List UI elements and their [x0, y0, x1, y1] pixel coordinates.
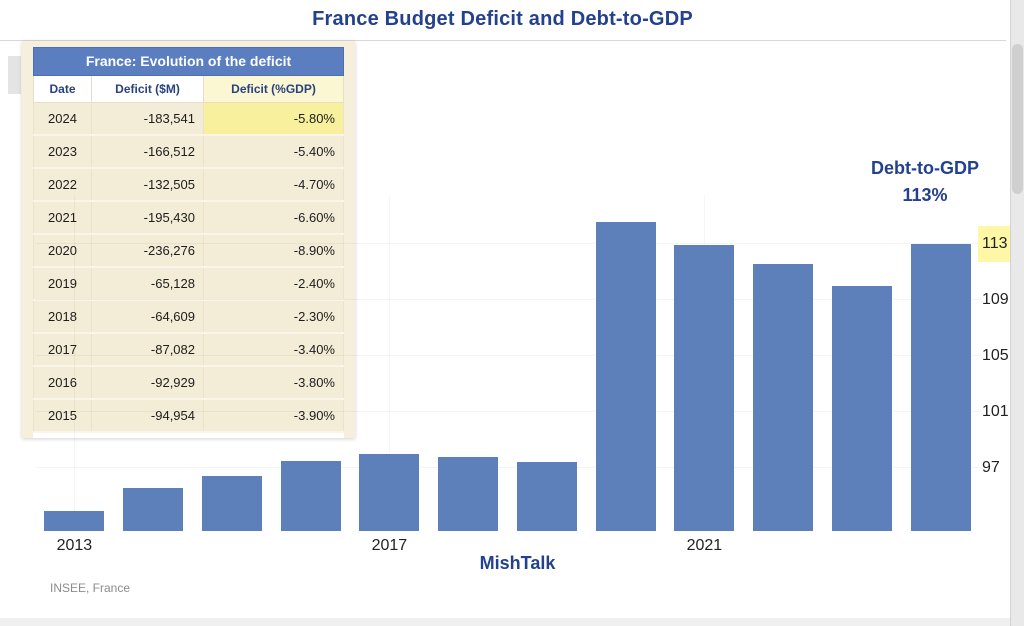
table-cell: 2015: [33, 399, 92, 433]
gridline: [74, 195, 76, 531]
table-row-2017: 2017 -87,082 -3.40%: [33, 333, 344, 367]
gridline: [389, 195, 391, 531]
bar-2019[interactable]: [516, 462, 577, 531]
y-tick-109: 109: [982, 291, 1009, 308]
y-tick-101: 101: [982, 403, 1009, 420]
gridline: [35, 299, 980, 300]
table-cell: 2018: [33, 300, 92, 334]
gridline: [35, 467, 980, 468]
gridline: [35, 243, 980, 244]
table-cell: -2.30%: [203, 300, 344, 334]
table-cell: 2019: [33, 267, 92, 301]
source-credit: INSEE, France: [50, 581, 131, 595]
table-cell: -195,430: [91, 201, 204, 235]
bar-2023[interactable]: [831, 286, 892, 531]
deficit-table-panel: France: Evolution of the deficit Date Def…: [22, 41, 355, 438]
table-row-2022: 2022 -132,505 -4.70%: [33, 168, 344, 202]
table-cell: -3.90%: [203, 399, 344, 433]
window-fragment: [8, 56, 21, 94]
table-cell: -3.40%: [203, 333, 344, 367]
bar-2016[interactable]: [280, 461, 341, 531]
column-header-1: Deficit ($M): [91, 76, 204, 103]
bar-2015[interactable]: [201, 476, 262, 531]
bar-2020[interactable]: [595, 221, 656, 531]
table-cell: -65,128: [91, 267, 204, 301]
table-cell: -92,929: [91, 366, 204, 400]
gridline: [35, 355, 980, 356]
table-cell: -94,954: [91, 399, 204, 433]
table-cell: -4.70%: [203, 168, 344, 202]
bar-2022[interactable]: [753, 263, 814, 531]
debt-annotation-value: 113%: [902, 185, 948, 205]
table-cell: -3.80%: [203, 366, 344, 400]
bar-2013[interactable]: [44, 511, 105, 531]
bar-2014[interactable]: [123, 487, 184, 531]
bar-2018[interactable]: [438, 456, 499, 531]
table-cell: -132,505: [91, 168, 204, 202]
table-cell: 2022: [33, 168, 92, 202]
column-header-2: Deficit (%GDP): [203, 76, 344, 103]
vertical-scrollbar[interactable]: [1010, 0, 1024, 626]
table-cell: -5.80%: [203, 102, 344, 136]
table-partial-row: [33, 433, 344, 438]
table-row-2019: 2019 -65,128 -2.40%: [33, 267, 344, 301]
x-tick-2017: 2017: [371, 537, 408, 554]
table-cell: -5.40%: [203, 135, 344, 169]
table-row-2021: 2021 -195,430 -6.60%: [33, 201, 344, 235]
table-cell: -166,512: [91, 135, 204, 169]
table-cell: 2016: [33, 366, 92, 400]
vertical-scrollbar-thumb[interactable]: [1012, 44, 1023, 194]
y-tick-105: 105: [982, 347, 1009, 364]
bar-2017[interactable]: [359, 454, 420, 531]
table-cell: 2024: [33, 102, 92, 136]
horizontal-scrollbar[interactable]: [0, 618, 1010, 626]
column-header-0: Date: [33, 76, 92, 103]
table-cell: -236,276: [91, 234, 204, 268]
table-title: France: Evolution of the deficit: [33, 47, 344, 76]
table-header-row: Date Deficit ($M) Deficit (%GDP): [33, 76, 344, 103]
table-row-2024: 2024 -183,541 -5.80%: [33, 102, 344, 136]
debt-annotation-label: Debt-to-GDP: [871, 158, 979, 178]
table-row-2016: 2016 -92,929 -3.80%: [33, 366, 344, 400]
page-title: France Budget Deficit and Debt-to-GDP: [312, 8, 693, 30]
table-cell: -2.40%: [203, 267, 344, 301]
bar-2021[interactable]: [674, 245, 735, 531]
deficit-table-body: 2024 -183,541 -5.80% 2023 -166,512 -5.40% 2022…: [33, 102, 344, 433]
table-row-2015: 2015 -94,954 -3.90%: [33, 399, 344, 433]
table-cell: -8.90%: [203, 234, 344, 268]
deficit-table: Date Deficit ($M) Deficit (%GDP) 2024 -183,…: [33, 76, 344, 433]
table-cell: -64,609: [91, 300, 204, 334]
table-cell: -87,082: [91, 333, 204, 367]
gridline: [35, 411, 980, 412]
watermark: MishTalk: [479, 553, 556, 573]
x-tick-2021: 2021: [686, 537, 723, 554]
debt-annotation: Debt-to-GDP 113%: [825, 155, 1024, 209]
table-row-2023: 2023 -166,512 -5.40%: [33, 135, 344, 169]
table-cell: 2023: [33, 135, 92, 169]
table-cell: -183,541: [91, 102, 204, 136]
table-row-2018: 2018 -64,609 -2.30%: [33, 300, 344, 334]
plot-area: 2013 2017 2021: [35, 195, 980, 554]
y-tick-97: 97: [982, 459, 1000, 476]
table-cell: -6.60%: [203, 201, 344, 235]
table-cell: 2021: [33, 201, 92, 235]
title-separator: [0, 40, 1006, 41]
table-row-2020: 2020 -236,276 -8.90%: [33, 234, 344, 268]
bar-2024[interactable]: [910, 244, 971, 531]
table-cell: 2020: [33, 234, 92, 268]
x-tick-2013: 2013: [56, 537, 93, 554]
